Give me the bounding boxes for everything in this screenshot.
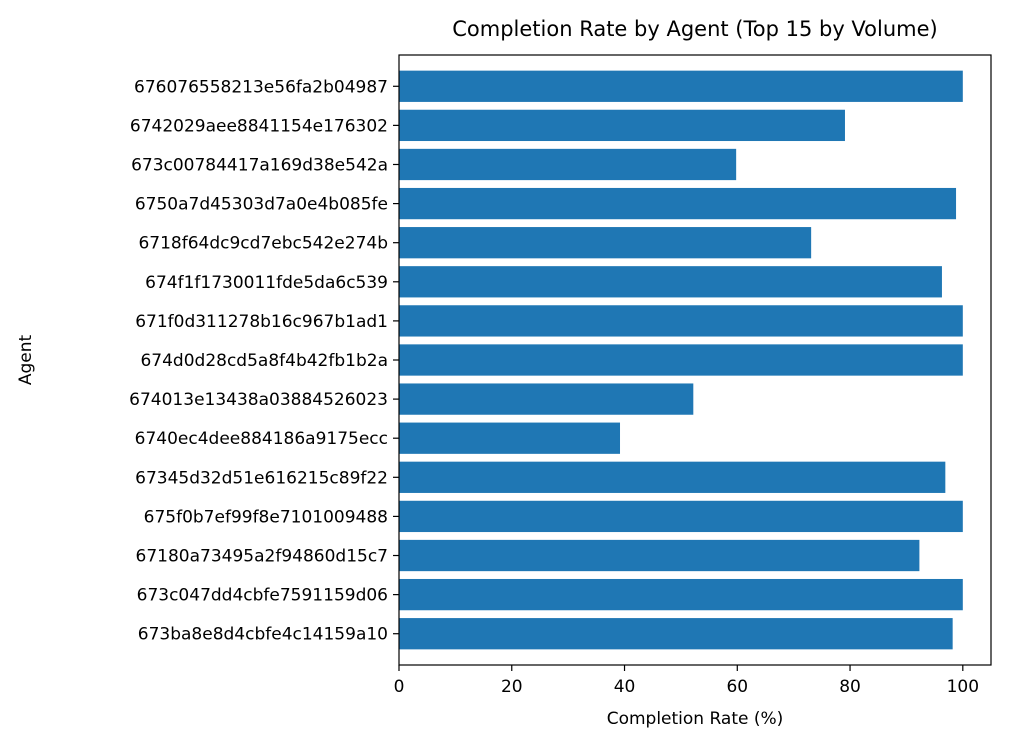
y-tick-label: 673ba8e8d4cbfe4c14159a10 bbox=[138, 625, 388, 645]
y-tick-label: 673c047dd4cbfe7591159d06 bbox=[137, 586, 388, 606]
bar-673ba8e8d4cbfe4c14159a10 bbox=[399, 618, 953, 650]
y-tick-label: 6742029aee8841154e176302 bbox=[130, 116, 388, 136]
bar-6750a7d45303d7a0e4b085fe bbox=[399, 187, 957, 220]
bar-6742029aee8841154e176302 bbox=[399, 109, 845, 142]
y-tick-label: 6718f64dc9cd7ebc542e274b bbox=[138, 234, 388, 254]
bar-675f0b7ef99f8e7101009488 bbox=[399, 500, 963, 533]
bar-674f1f1730011fde5da6c539 bbox=[399, 266, 942, 298]
x-axis-label: Completion Rate (%) bbox=[607, 709, 784, 729]
bar-67345d32d51e616215c89f22 bbox=[399, 461, 946, 493]
y-tick-label: 67345d32d51e616215c89f22 bbox=[135, 468, 388, 488]
y-axis-label: Agent bbox=[16, 335, 36, 386]
plot-frame bbox=[398, 54, 992, 666]
y-tick-label: 676076558213e56fa2b04987 bbox=[134, 77, 388, 97]
bar-671f0d311278b16c967b1ad1 bbox=[399, 305, 963, 337]
y-axis-ticks: 676076558213e56fa2b04987 6742029aee884115… bbox=[129, 77, 399, 645]
chart-title: Completion Rate by Agent (Top 15 by Volu… bbox=[452, 17, 937, 41]
y-tick-label: 67180a73495a2f94860d15c7 bbox=[136, 547, 388, 567]
x-tick-label: 60 bbox=[726, 677, 748, 697]
bar-673c00784417a169d38e542a bbox=[399, 148, 737, 181]
bar-674013e13438a03884526023 bbox=[399, 383, 694, 415]
y-tick-label: 671f0d311278b16c967b1ad1 bbox=[135, 312, 388, 332]
y-tick-label: 674013e13438a03884526023 bbox=[129, 390, 388, 410]
x-tick-label: 80 bbox=[839, 677, 861, 697]
bar-673c047dd4cbfe7591159d06 bbox=[399, 578, 963, 611]
y-tick-label: 674d0d28cd5a8f4b42fb1b2a bbox=[140, 351, 388, 371]
x-tick-label: 100 bbox=[947, 677, 979, 697]
x-tick-label: 20 bbox=[501, 677, 523, 697]
bar-674d0d28cd5a8f4b42fb1b2a bbox=[399, 344, 963, 376]
y-tick-label: 673c00784417a169d38e542a bbox=[131, 155, 388, 175]
x-tick-label: 40 bbox=[614, 677, 636, 697]
bar-676076558213e56fa2b04987 bbox=[399, 70, 963, 102]
y-tick-label: 6740ec4dee884186a9175ecc bbox=[135, 429, 388, 449]
y-tick-label: 6750a7d45303d7a0e4b085fe bbox=[135, 195, 388, 215]
bars bbox=[399, 70, 963, 650]
y-tick-label: 675f0b7ef99f8e7101009488 bbox=[144, 507, 388, 527]
bar-67180a73495a2f94860d15c7 bbox=[399, 539, 920, 572]
bar-6718f64dc9cd7ebc542e274b bbox=[399, 227, 812, 259]
y-tick-label: 674f1f1730011fde5da6c539 bbox=[145, 273, 388, 293]
x-tick-label: 0 bbox=[394, 677, 405, 697]
bar-6740ec4dee884186a9175ecc bbox=[399, 422, 621, 454]
x-axis-ticks: 0 20 40 60 80 100 bbox=[394, 665, 979, 697]
